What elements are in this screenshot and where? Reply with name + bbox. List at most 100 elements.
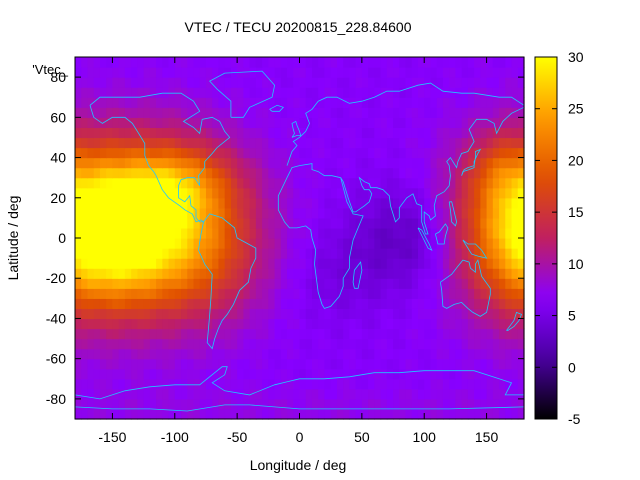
heatmap-cell xyxy=(237,217,244,229)
heatmap-cell xyxy=(212,137,220,149)
heatmap-cell xyxy=(262,288,269,299)
heatmap-cell xyxy=(361,227,369,239)
heatmap-cell xyxy=(156,127,163,139)
heatmap-cell xyxy=(318,258,326,269)
heatmap-cell xyxy=(293,177,301,189)
heatmap-cell xyxy=(442,67,450,78)
heatmap-cell xyxy=(330,358,338,370)
heatmap-cell xyxy=(511,127,519,139)
heatmap-cell xyxy=(218,258,226,269)
heatmap-cell xyxy=(205,328,213,340)
heatmap-cell xyxy=(411,57,419,68)
heatmap-cell xyxy=(467,368,475,380)
heatmap-cell xyxy=(181,408,188,420)
heatmap-cell xyxy=(480,167,488,179)
heatmap-cell xyxy=(324,278,332,289)
heatmap-cell xyxy=(380,197,388,209)
heatmap-cell xyxy=(81,378,89,390)
heatmap-cell xyxy=(368,318,375,330)
heatmap-cell xyxy=(112,278,120,289)
heatmap-cell xyxy=(268,177,276,189)
heatmap-cell xyxy=(99,187,107,199)
heatmap-cell xyxy=(230,368,238,380)
heatmap-cell xyxy=(305,408,313,420)
heatmap-cell xyxy=(399,57,407,68)
heatmap-cell xyxy=(505,217,513,229)
heatmap-cell xyxy=(293,338,301,350)
heatmap-cell xyxy=(299,348,307,360)
heatmap-cell xyxy=(224,227,232,239)
heatmap-cell xyxy=(517,338,525,350)
heatmap-cell xyxy=(386,278,394,289)
heatmap-cell xyxy=(237,388,244,400)
heatmap-cell xyxy=(355,137,363,149)
heatmap-cell xyxy=(311,127,319,139)
heatmap-cell xyxy=(480,278,488,289)
heatmap-cell xyxy=(255,348,263,360)
heatmap-cell xyxy=(93,207,101,219)
heatmap-cell xyxy=(118,358,126,370)
heatmap-cell xyxy=(143,217,151,229)
heatmap-cell xyxy=(131,248,138,259)
heatmap-cell xyxy=(355,268,363,279)
heatmap-cell xyxy=(168,187,176,199)
heatmap-cell xyxy=(511,187,519,199)
heatmap-cell xyxy=(75,107,82,118)
heatmap-cell xyxy=(268,248,276,259)
heatmap-cell xyxy=(305,268,313,279)
heatmap-cell xyxy=(112,167,120,179)
heatmap-cell xyxy=(330,117,338,128)
heatmap-cell xyxy=(149,167,157,179)
heatmap-cell xyxy=(449,117,457,128)
heatmap-cell xyxy=(124,77,132,88)
heatmap-cell xyxy=(230,187,238,199)
heatmap-cell xyxy=(255,197,263,209)
heatmap-cell xyxy=(237,57,244,68)
heatmap-cell xyxy=(368,197,375,209)
heatmap-cell xyxy=(230,318,238,330)
heatmap-cell xyxy=(492,238,500,249)
heatmap-cell xyxy=(442,77,450,88)
heatmap-cell xyxy=(93,117,101,128)
heatmap-cell xyxy=(181,338,188,350)
heatmap-cell xyxy=(224,137,232,149)
heatmap-cell xyxy=(143,107,151,118)
heatmap-cell xyxy=(75,248,82,259)
heatmap-cell xyxy=(237,368,244,380)
heatmap-cell xyxy=(274,187,282,199)
heatmap-cell xyxy=(293,217,301,229)
heatmap-cell xyxy=(461,388,469,400)
heatmap-cell xyxy=(511,77,519,88)
heatmap-cell xyxy=(318,238,326,249)
heatmap-cell xyxy=(336,268,344,279)
heatmap-cell xyxy=(118,167,126,179)
heatmap-cell xyxy=(480,137,488,149)
heatmap-cell xyxy=(118,207,126,219)
heatmap-cell xyxy=(99,137,107,149)
heatmap-cell xyxy=(517,87,525,98)
heatmap-cell xyxy=(99,127,107,139)
heatmap-cell xyxy=(318,67,326,78)
heatmap-cell xyxy=(112,187,120,199)
heatmap-cell xyxy=(355,288,363,299)
heatmap-cell xyxy=(212,157,220,169)
heatmap-cell xyxy=(156,197,163,209)
heatmap-cell xyxy=(517,137,525,149)
heatmap-cell xyxy=(368,117,375,128)
heatmap-cell xyxy=(386,207,394,219)
heatmap-cell xyxy=(405,288,413,299)
heatmap-cell xyxy=(205,348,213,360)
heatmap-cell xyxy=(368,408,375,420)
heatmap-cell xyxy=(417,408,425,420)
heatmap-cell xyxy=(318,398,326,410)
heatmap-cell xyxy=(486,258,494,269)
heatmap-cell xyxy=(330,167,338,179)
heatmap-cell xyxy=(274,308,282,320)
heatmap-cell xyxy=(106,227,114,239)
heatmap-cell xyxy=(449,248,457,259)
heatmap-cell xyxy=(162,137,170,149)
heatmap-cell xyxy=(467,107,475,118)
heatmap-cell xyxy=(424,358,432,370)
coastline xyxy=(74,366,524,400)
heatmap-cell xyxy=(168,177,176,189)
